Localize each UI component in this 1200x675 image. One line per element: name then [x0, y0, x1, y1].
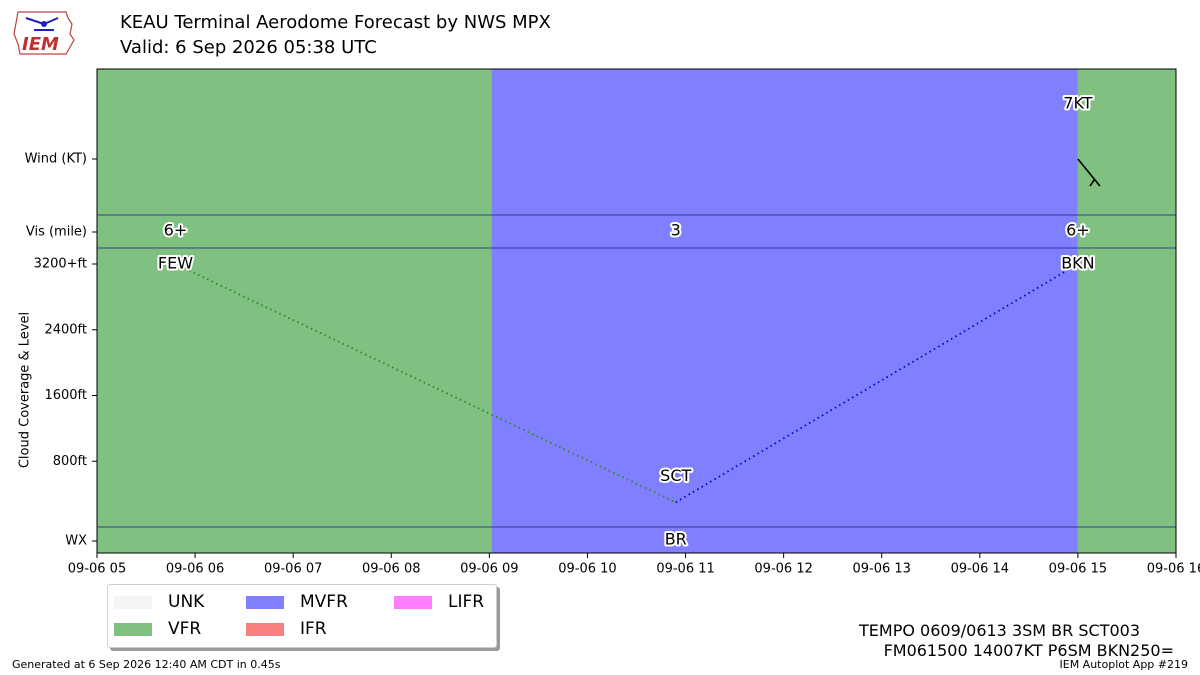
cloud-label: FEW: [158, 254, 193, 273]
category-band-vfr: [97, 69, 492, 553]
y-tick-label: 800ft: [53, 454, 87, 469]
y-tick-label: 3200+ft: [34, 257, 87, 272]
legend-item-lifr: LIFR: [394, 591, 484, 613]
legend-swatch: [114, 622, 152, 636]
legend-swatch: [246, 595, 284, 609]
x-tick-label: 09-06 07: [264, 562, 322, 577]
vis-label: 6+: [164, 221, 188, 240]
x-tick-label: 09-06 06: [166, 562, 224, 577]
x-tick-label: 09-06 12: [754, 562, 812, 577]
x-tick-label: 09-06 10: [558, 562, 616, 577]
x-tick-label: 09-06 09: [460, 562, 518, 577]
legend-item-vfr: VFR: [114, 618, 201, 640]
iem-logo: IEM: [8, 4, 78, 60]
wind-speed-label: 7KT: [1063, 94, 1092, 113]
category-band-vfr: [1077, 69, 1176, 553]
generated-note: Generated at 6 Sep 2026 12:40 AM CDT in …: [12, 658, 281, 671]
category-band-mvfr: [491, 69, 1078, 553]
plot-frame: [96, 68, 1177, 554]
wind-barb-flag: [1089, 178, 1096, 187]
vis-label: 6+: [1066, 221, 1090, 240]
cloud-label: BKN: [1061, 254, 1094, 273]
x-tick-label: 09-06 11: [656, 562, 714, 577]
vis-label: 3: [671, 221, 681, 240]
legend-item-unk: UNK: [114, 591, 204, 613]
legend-item-mvfr: MVFR: [246, 591, 348, 613]
legend-swatch: [394, 595, 432, 609]
y-label-wx: WX: [65, 534, 87, 549]
chart-subtitle: Valid: 6 Sep 2026 05:38 UTC: [120, 37, 377, 58]
x-tick-label: 09-06 13: [853, 562, 911, 577]
legend: UNK VFR MVFR IFR LIFR: [107, 584, 497, 648]
raw-taf-line: TEMPO 0609/0613 3SM BR SCT003: [859, 621, 1140, 640]
raw-taf-line: FM061500 14007KT P6SM BKN250=: [883, 641, 1174, 660]
legend-swatch: [114, 595, 152, 609]
y-label-vis: Vis (mile): [26, 225, 87, 240]
wind-barb: [1077, 158, 1101, 187]
legend-item-ifr: IFR: [246, 618, 327, 640]
x-tick-label: 09-06 16: [1147, 562, 1200, 577]
y-tick-label: 1600ft: [44, 388, 87, 403]
x-tick-label: 09-06 08: [362, 562, 420, 577]
legend-swatch: [246, 622, 284, 636]
x-tick-label: 09-06 14: [951, 562, 1009, 577]
wx-label: BR: [665, 530, 687, 549]
y-tick-label: 2400ft: [44, 322, 87, 337]
x-tick-label: 09-06 05: [68, 562, 126, 577]
app-note: IEM Autoplot App #219: [1059, 658, 1189, 671]
svg-text:IEM: IEM: [22, 34, 59, 55]
chart-title: KEAU Terminal Aerodome Forecast by NWS M…: [120, 12, 551, 33]
y-axis-title: Cloud Coverage & Level: [18, 312, 33, 468]
cloud-label: SCT: [660, 466, 691, 485]
y-label-wind: Wind (KT): [25, 152, 87, 167]
x-tick-label: 09-06 15: [1049, 562, 1107, 577]
